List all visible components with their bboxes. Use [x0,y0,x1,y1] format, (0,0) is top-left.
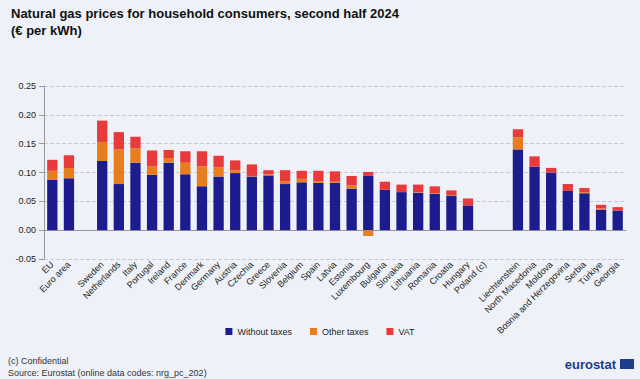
svg-text:Moldova: Moldova [523,259,555,291]
svg-text:Hungary: Hungary [440,259,472,291]
svg-text:-0.05: -0.05 [15,254,36,264]
svg-text:Greece: Greece [244,259,272,288]
svg-text:0.25: 0.25 [18,81,36,91]
svg-text:0.00: 0.00 [18,225,36,235]
svg-text:Source: Eurostat (online data: Source: Eurostat (online data codes: nrg… [8,368,207,378]
svg-text:Liechtenstein: Liechtenstein [476,259,522,304]
svg-text:0.20: 0.20 [18,110,36,120]
svg-text:Lithuania: Lithuania [388,259,422,293]
svg-text:Estonia: Estonia [326,259,356,288]
svg-text:0.10: 0.10 [18,168,36,178]
svg-text:Czechia: Czechia [225,259,256,290]
svg-text:Sweden: Sweden [75,259,106,290]
svg-text:Poland (c): Poland (c) [452,259,489,296]
svg-text:Without taxes: Without taxes [237,327,292,337]
svg-text:Georgia: Georgia [592,259,622,289]
svg-text:0.05: 0.05 [18,196,36,206]
svg-text:Croatia: Croatia [427,259,455,287]
svg-text:VAT: VAT [398,327,415,337]
svg-text:Latvia: Latvia [314,259,339,284]
svg-text:(c) Confidential: (c) Confidential [8,356,69,366]
svg-text:Romania: Romania [405,259,439,292]
svg-text:Germany: Germany [188,259,223,293]
svg-text:Türkiye: Türkiye [576,259,605,288]
svg-text:France: France [162,259,189,287]
svg-text:Austria: Austria [211,259,239,287]
svg-text:Netherlands: Netherlands [81,259,123,301]
svg-text:North Macedonia: North Macedonia [482,259,539,315]
svg-text:Luxembourg: Luxembourg [329,259,372,302]
svg-text:Belgium: Belgium [275,259,306,290]
svg-text:Euro area: Euro area [37,259,72,294]
svg-text:Ireland: Ireland [145,259,173,286]
svg-text:Natural gas prices for househo: Natural gas prices for household consume… [11,6,400,21]
svg-text:Bulgaria: Bulgaria [358,259,389,290]
svg-text:Italy: Italy [120,259,139,279]
svg-text:Serbia: Serbia [562,259,588,285]
svg-text:eurostat: eurostat [565,357,617,372]
svg-text:(€ per kWh): (€ per kWh) [11,23,82,38]
svg-text:Other taxes: Other taxes [322,327,369,337]
svg-text:Slovakia: Slovakia [374,259,405,291]
svg-text:0.15: 0.15 [18,139,36,149]
svg-text:Denmark: Denmark [172,259,206,293]
svg-text:Slovenia: Slovenia [257,259,289,291]
svg-text:EU: EU [40,259,56,276]
svg-text:Spain: Spain [298,259,322,283]
svg-text:Portugal: Portugal [124,259,156,291]
svg-text:Bosnia and Herzegovina: Bosnia and Herzegovina [495,259,571,335]
